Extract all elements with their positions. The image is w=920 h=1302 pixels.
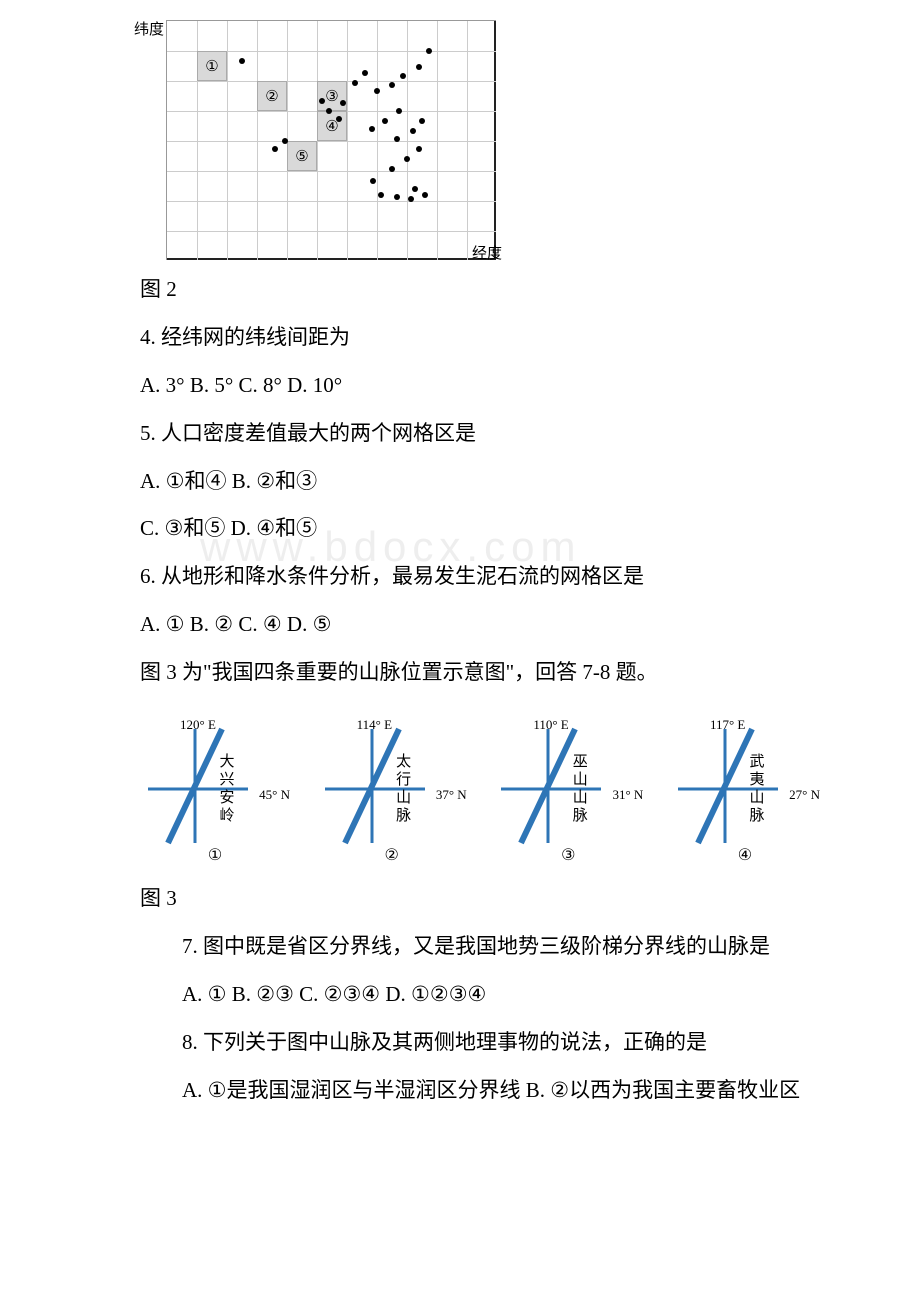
x-axis-label: 经度 — [472, 240, 502, 269]
q7-stem: 7. 图中既是省区分界线，又是我国地势三级阶梯分界线的山脉是 — [140, 927, 820, 967]
figure-2: 纬度 ①②③④⑤ 经度 — [140, 20, 500, 260]
mountain-name: 武夷山脉 — [748, 753, 766, 825]
latitude-label: 31° N — [612, 783, 643, 808]
figure-2-caption: 图 2 — [140, 270, 820, 310]
q5-options-b: C. ③和⑤ D. ④和⑤ www.bdocx.com — [140, 509, 820, 549]
q6-options: A. ① B. ② C. ④ D. ⑤ — [140, 605, 820, 645]
mountain-name: 巫山山脉 — [571, 753, 589, 825]
mountain-number: ② — [317, 841, 467, 871]
mountain-number: ④ — [670, 841, 820, 871]
q8-options: A. ①是我国湿润区与半湿润区分界线 B. ②以西为我国主要畜牧业区 — [140, 1071, 820, 1111]
grid-cell-label: ① — [197, 51, 227, 81]
latitude-label: 37° N — [436, 783, 467, 808]
grid-cell-label: ② — [257, 81, 287, 111]
mountain-number: ③ — [493, 841, 643, 871]
mountain-diagram: 120° E 45° N 大兴安岭 ① — [140, 711, 290, 871]
mountain-number: ① — [140, 841, 290, 871]
mountain-diagram: 117° E 27° N 武夷山脉 ④ — [670, 711, 820, 871]
q5-options-a: A. ①和④ B. ②和③ — [140, 462, 820, 502]
figure-3-caption: 图 3 — [140, 879, 820, 919]
mountain-name: 大兴安岭 — [218, 753, 236, 825]
longitude-label: 110° E — [533, 713, 568, 738]
grid-cell-label: ⑤ — [287, 141, 317, 171]
longitude-label: 114° E — [357, 713, 392, 738]
q4-options: A. 3° B. 5° C. 8° D. 10° — [140, 366, 820, 406]
q4-stem: 4. 经纬网的纬线间距为 — [140, 318, 820, 358]
q7-options: A. ① B. ②③ C. ②③④ D. ①②③④ — [140, 975, 820, 1015]
grid-cell-label: ③ — [317, 81, 347, 111]
q6-stem: 6. 从地形和降水条件分析，最易发生泥石流的网格区是 — [140, 557, 820, 597]
mountain-diagram: 114° E 37° N 太行山脉 ② — [317, 711, 467, 871]
fig3-intro: 图 3 为"我国四条重要的山脉位置示意图"，回答 7-8 题。 — [140, 653, 820, 693]
longitude-label: 117° E — [710, 713, 745, 738]
figure-3: 120° E 45° N 大兴安岭 ① 114° E 37° N 太行山脉 ② 110° E 31… — [140, 711, 820, 871]
mountain-name: 太行山脉 — [395, 753, 413, 825]
q8-stem: 8. 下列关于图中山脉及其两侧地理事物的说法，正确的是 — [140, 1023, 820, 1063]
latitude-label: 45° N — [259, 783, 290, 808]
scatter-grid: ①②③④⑤ — [166, 20, 496, 260]
q5-stem: 5. 人口密度差值最大的两个网格区是 — [140, 414, 820, 454]
grid-cell-label: ④ — [317, 111, 347, 141]
y-axis-label: 纬度 — [134, 16, 164, 45]
mountain-diagram: 110° E 31° N 巫山山脉 ③ — [493, 711, 643, 871]
latitude-label: 27° N — [789, 783, 820, 808]
longitude-label: 120° E — [180, 713, 216, 738]
